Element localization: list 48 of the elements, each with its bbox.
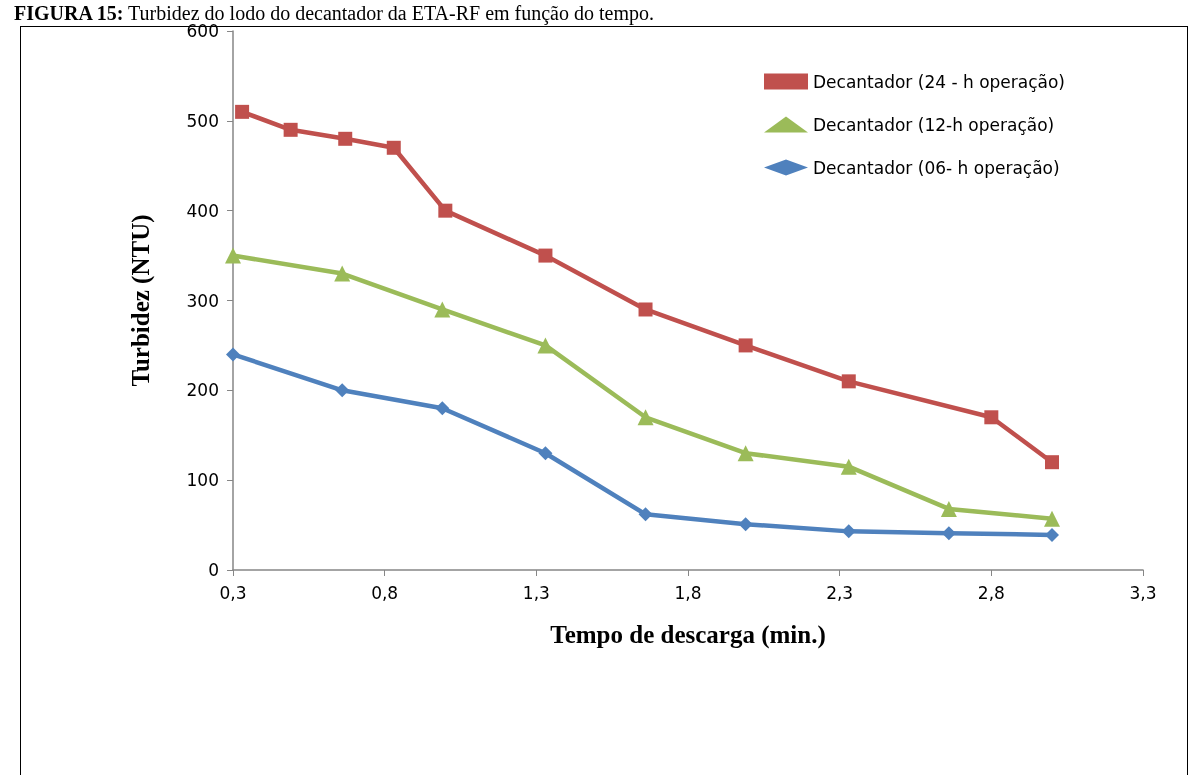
point	[638, 507, 653, 522]
x-tick-label: 2,8	[977, 582, 1005, 603]
point	[338, 131, 353, 146]
x-tick-label: 0,3	[219, 582, 247, 603]
point	[738, 517, 753, 532]
point	[841, 374, 856, 389]
x-tick-label: 1,3	[522, 582, 550, 603]
point	[538, 446, 553, 461]
point	[438, 203, 453, 218]
point	[737, 445, 754, 462]
point	[386, 140, 401, 155]
point	[235, 104, 250, 119]
x-axis-title: Tempo de descarga (min.)	[550, 621, 826, 649]
point	[984, 410, 999, 425]
legend-label: Decantador (12-h operação)	[813, 114, 1055, 135]
point	[283, 122, 298, 137]
point	[435, 401, 450, 416]
legend-label: Decantador (06- h operação)	[813, 157, 1060, 178]
point	[434, 301, 451, 318]
point	[637, 409, 654, 426]
point	[226, 347, 240, 362]
legend-label: Decantador (24 - h operação)	[813, 71, 1065, 92]
y-tick-label: 200	[186, 380, 219, 401]
y-tick-label: 500	[186, 110, 219, 131]
point	[1044, 510, 1060, 527]
x-tick-label: 1,8	[674, 582, 702, 603]
point	[1045, 527, 1059, 542]
point	[638, 302, 653, 317]
y-tick-label: 100	[186, 470, 219, 491]
point	[1045, 455, 1059, 470]
point	[334, 265, 351, 282]
y-tick-label: 300	[186, 290, 219, 311]
y-tick-label: 400	[186, 200, 219, 221]
point	[537, 337, 554, 354]
x-tick-label: 2,3	[826, 582, 854, 603]
point	[335, 383, 350, 398]
point	[941, 526, 956, 541]
chart-title: FIGURA 15: Turbidez do lodo do decantador da ETA-RF em função do tempo.	[14, 2, 654, 25]
point	[940, 500, 957, 517]
x-tick-label: 0,8	[371, 582, 399, 603]
point	[225, 247, 241, 264]
point	[841, 524, 856, 539]
point	[738, 338, 753, 353]
x-tick-label: 3,3	[1129, 582, 1157, 603]
y-tick-label: 0	[208, 560, 219, 580]
point	[840, 458, 857, 475]
point	[538, 248, 553, 263]
y-axis-title: Turbidez (NTU)	[127, 214, 155, 387]
